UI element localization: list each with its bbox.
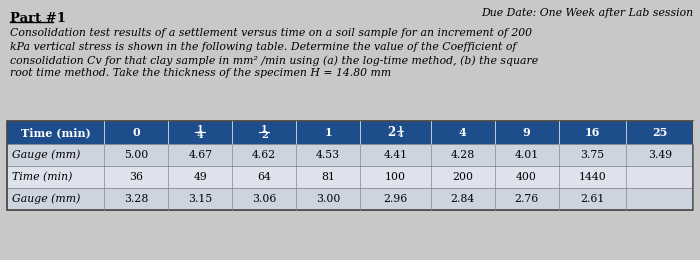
Text: 4: 4: [398, 131, 403, 139]
Text: 81: 81: [321, 172, 335, 182]
Text: 400: 400: [516, 172, 537, 182]
Text: 4.53: 4.53: [316, 150, 340, 160]
Text: Part #1: Part #1: [10, 12, 66, 25]
Text: kPa vertical stress is shown in the following table. Determine the value of the : kPa vertical stress is shown in the foll…: [10, 42, 517, 51]
Text: 4: 4: [458, 127, 466, 138]
Text: 2: 2: [261, 132, 267, 140]
Text: 4.01: 4.01: [514, 150, 539, 160]
Text: 3.15: 3.15: [188, 194, 212, 204]
Text: 1440: 1440: [579, 172, 606, 182]
Text: 5.00: 5.00: [124, 150, 148, 160]
Text: 64: 64: [258, 172, 271, 182]
Text: 4.62: 4.62: [252, 150, 276, 160]
Text: 36: 36: [130, 172, 144, 182]
Text: 49: 49: [193, 172, 207, 182]
Text: 0: 0: [132, 127, 140, 138]
Text: 3.00: 3.00: [316, 194, 340, 204]
Text: 9: 9: [523, 127, 531, 138]
Text: 3.49: 3.49: [648, 150, 672, 160]
Text: 2: 2: [387, 126, 395, 139]
Bar: [7, 166, 693, 188]
Text: Gauge (mm): Gauge (mm): [12, 150, 81, 160]
Text: 1: 1: [197, 126, 204, 134]
Text: 3.28: 3.28: [124, 194, 148, 204]
Text: 1: 1: [261, 126, 267, 134]
Text: 4.28: 4.28: [451, 150, 475, 160]
Text: 2.96: 2.96: [384, 194, 407, 204]
Text: 1: 1: [324, 127, 332, 138]
Text: 25: 25: [652, 127, 667, 138]
Text: 2.61: 2.61: [580, 194, 605, 204]
Bar: [7, 144, 693, 166]
Text: 4: 4: [197, 132, 204, 140]
Bar: [7, 121, 693, 210]
Text: 100: 100: [385, 172, 406, 182]
Bar: [7, 188, 693, 210]
Text: 4.41: 4.41: [384, 150, 407, 160]
Text: 200: 200: [452, 172, 473, 182]
Text: Due Date: One Week after Lab session: Due Date: One Week after Lab session: [481, 8, 693, 18]
Text: 3.06: 3.06: [252, 194, 276, 204]
Text: Consolidation test results of a settlement versus time on a soil sample for an i: Consolidation test results of a settleme…: [10, 28, 532, 38]
Text: 2.76: 2.76: [514, 194, 539, 204]
Text: 16: 16: [584, 127, 600, 138]
Text: 1: 1: [397, 125, 402, 133]
Text: Gauge (mm): Gauge (mm): [12, 194, 81, 204]
Text: root time method. Take the thickness of the specimen H = 14.80 mm: root time method. Take the thickness of …: [10, 68, 391, 79]
Bar: [7, 121, 693, 144]
Text: 4.67: 4.67: [188, 150, 212, 160]
Text: consolidation Cv for that clay sample in mm² /min using (a) the log-time method,: consolidation Cv for that clay sample in…: [10, 55, 538, 66]
Text: Time (min): Time (min): [12, 172, 72, 182]
Text: Time (min): Time (min): [21, 127, 90, 138]
Text: 2.84: 2.84: [451, 194, 475, 204]
Text: 3.75: 3.75: [580, 150, 605, 160]
